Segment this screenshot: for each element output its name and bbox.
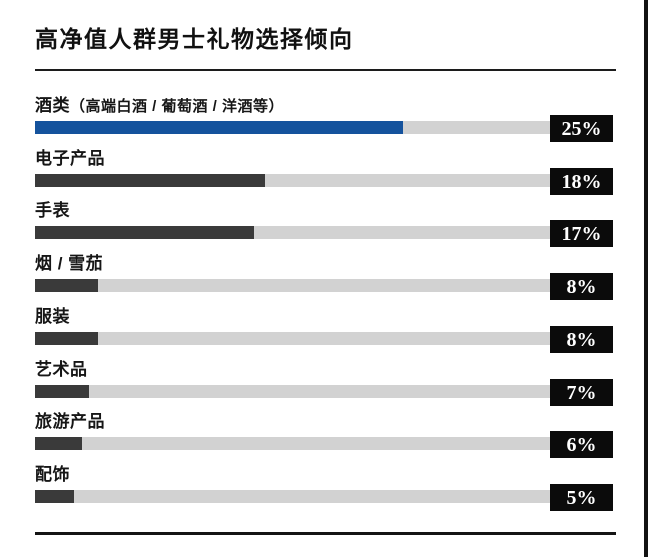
bar-category-label: 酒类（高端白酒 / 葡萄酒 / 洋酒等） bbox=[35, 97, 284, 116]
bar-category-label: 电子产品 bbox=[35, 150, 105, 169]
bar-category-label: 烟 / 雪茄 bbox=[35, 255, 103, 274]
bar-fill bbox=[35, 226, 254, 239]
chart-title: 高净值人群男士礼物选择倾向 bbox=[35, 26, 354, 52]
bar-fill bbox=[35, 174, 266, 187]
bar-track bbox=[35, 279, 550, 292]
value-badge: 8% bbox=[550, 326, 613, 353]
bar-rows: 酒类（高端白酒 / 葡萄酒 / 洋酒等） 25% 电子产品 18% 手表 17%… bbox=[35, 97, 616, 517]
bar-fill bbox=[35, 332, 98, 345]
bar-track bbox=[35, 332, 550, 345]
value-badge: 5% bbox=[550, 484, 613, 511]
bar-row: 手表 17% bbox=[35, 202, 616, 254]
bar-category-main: 电子产品 bbox=[35, 149, 105, 168]
bar-track bbox=[35, 226, 550, 239]
right-border-line bbox=[644, 0, 648, 557]
bar-row: 服装 8% bbox=[35, 308, 616, 360]
bar-track bbox=[35, 385, 550, 398]
bar-category-note: （高端白酒 / 葡萄酒 / 洋酒等） bbox=[70, 98, 285, 115]
bar-category-main: 旅游产品 bbox=[35, 412, 105, 431]
value-badge: 7% bbox=[550, 379, 613, 406]
bar-track bbox=[35, 437, 550, 450]
value-badge: 8% bbox=[550, 273, 613, 300]
bar-category-main: 服装 bbox=[35, 307, 70, 326]
bar-category-main: 酒类 bbox=[35, 96, 70, 115]
bar-category-label: 旅游产品 bbox=[35, 413, 105, 432]
value-badge: 18% bbox=[550, 168, 613, 195]
value-badge: 17% bbox=[550, 220, 613, 247]
bar-fill bbox=[35, 385, 90, 398]
bottom-divider bbox=[35, 532, 616, 535]
bar-row: 烟 / 雪茄 8% bbox=[35, 255, 616, 307]
bar-category-label: 配饰 bbox=[35, 466, 70, 485]
bar-track bbox=[35, 490, 550, 503]
bar-row: 酒类（高端白酒 / 葡萄酒 / 洋酒等） 25% bbox=[35, 97, 616, 149]
bar-track bbox=[35, 174, 550, 187]
bar-category-label: 艺术品 bbox=[35, 361, 88, 380]
title-divider bbox=[35, 69, 616, 71]
bar-fill bbox=[35, 437, 82, 450]
bar-fill bbox=[35, 121, 403, 134]
bar-row: 配饰 5% bbox=[35, 466, 616, 518]
bar-track bbox=[35, 121, 550, 134]
bar-category-label: 手表 bbox=[35, 202, 70, 221]
bar-category-main: 配饰 bbox=[35, 465, 70, 484]
value-badge: 6% bbox=[550, 431, 613, 458]
bar-fill bbox=[35, 490, 75, 503]
bar-fill bbox=[35, 279, 98, 292]
bar-row: 旅游产品 6% bbox=[35, 413, 616, 465]
bar-category-label: 服装 bbox=[35, 308, 70, 327]
value-badge: 25% bbox=[550, 115, 613, 142]
bar-category-main: 艺术品 bbox=[35, 360, 88, 379]
bar-category-main: 手表 bbox=[35, 201, 70, 220]
bar-category-main: 烟 / 雪茄 bbox=[35, 254, 104, 273]
bar-row: 电子产品 18% bbox=[35, 150, 616, 202]
bar-row: 艺术品 7% bbox=[35, 361, 616, 413]
